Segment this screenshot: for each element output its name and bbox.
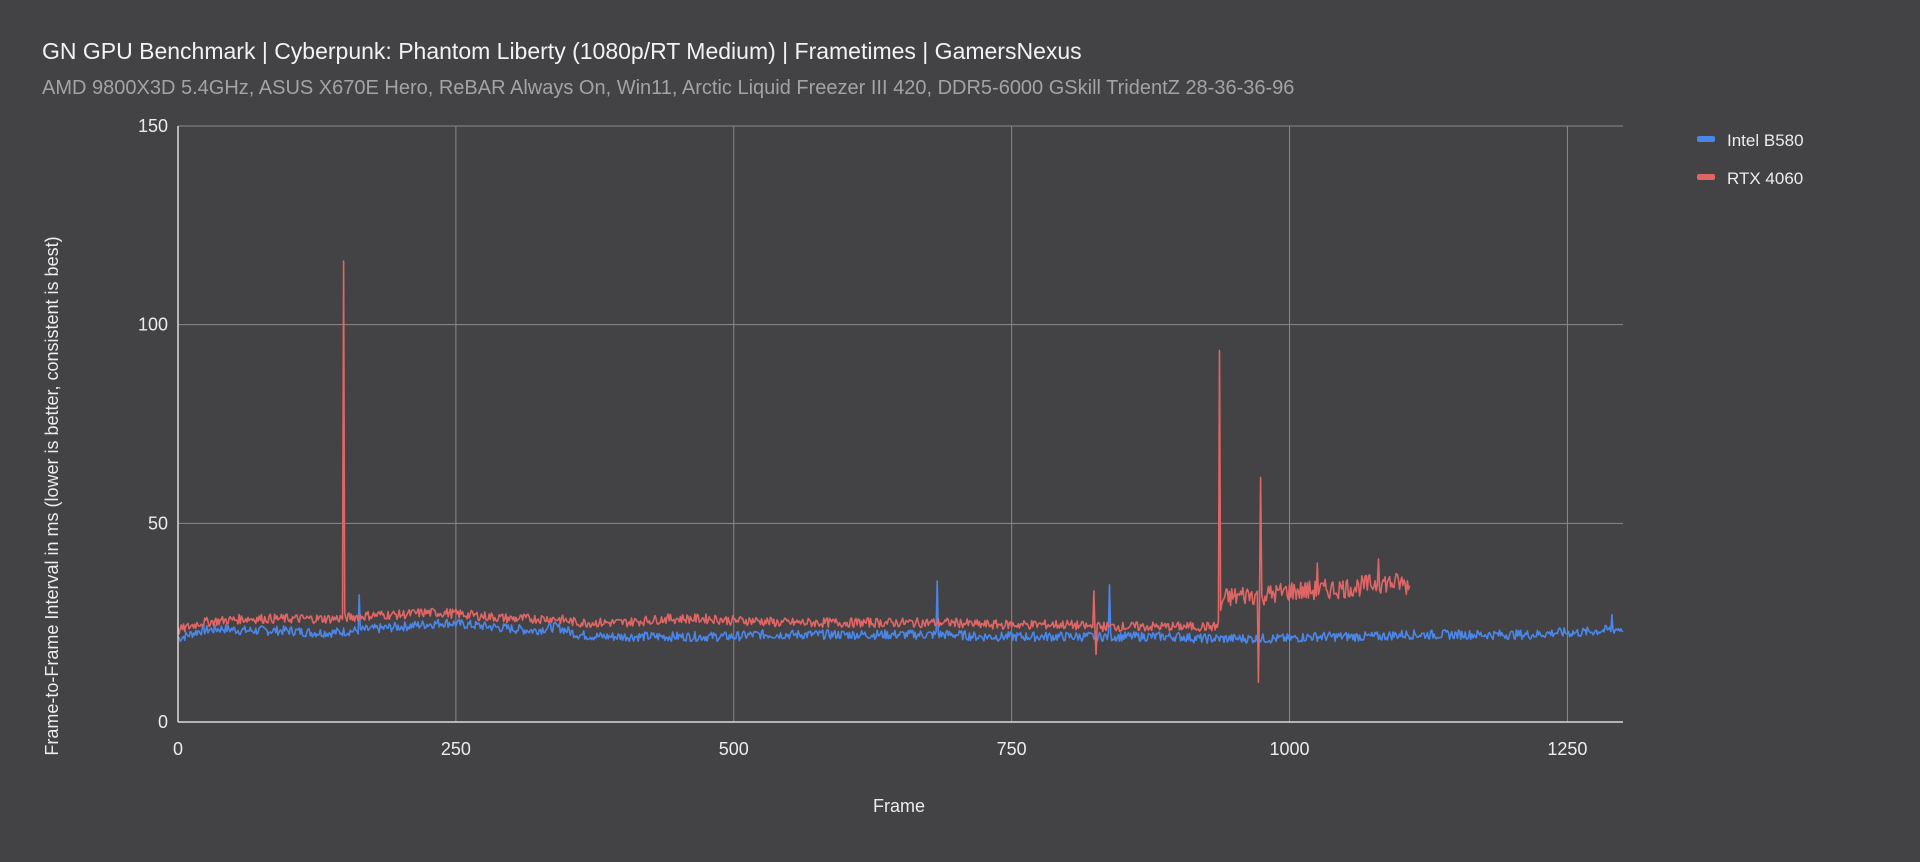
- x-tick-label: 1000: [1270, 739, 1310, 759]
- x-tick-label: 1250: [1547, 739, 1587, 759]
- series-lines: [177, 260, 1624, 684]
- x-tick-label: 750: [997, 739, 1027, 759]
- legend-swatch: [1697, 174, 1715, 180]
- x-tick-label: 0: [173, 739, 183, 759]
- tick-labels: 0 50 100 150 0 250 500 750 1000 1250: [138, 116, 1587, 759]
- legend: Intel B580 RTX 4060: [1697, 131, 1804, 188]
- legend-label: Intel B580: [1727, 131, 1804, 150]
- gridlines: [178, 125, 1623, 722]
- y-tick-label: 100: [138, 315, 168, 335]
- x-tick-label: 250: [441, 739, 471, 759]
- y-axis-title: Frame-to-Frame Interval in ms (lower is …: [42, 236, 62, 755]
- series-line-rtx-4060: [177, 260, 1411, 684]
- legend-label: RTX 4060: [1727, 169, 1803, 188]
- chart-title: GN GPU Benchmark | Cyberpunk: Phantom Li…: [42, 38, 1082, 64]
- axes: [177, 126, 1623, 723]
- series-line-intel-b580: [177, 580, 1624, 644]
- legend-swatch: [1697, 136, 1715, 142]
- y-tick-label: 150: [138, 116, 168, 136]
- x-tick-label: 500: [719, 739, 749, 759]
- chart-subtitle: AMD 9800X3D 5.4GHz, ASUS X670E Hero, ReB…: [42, 77, 1295, 99]
- x-axis-title: Frame: [873, 796, 925, 816]
- y-tick-label: 0: [158, 712, 168, 732]
- y-tick-label: 50: [148, 513, 168, 533]
